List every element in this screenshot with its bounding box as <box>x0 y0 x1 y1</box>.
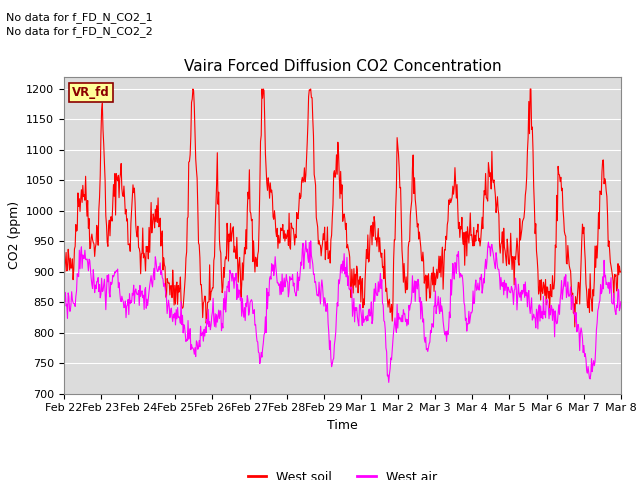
Text: No data for f_FD_N_CO2_1: No data for f_FD_N_CO2_1 <box>6 12 153 23</box>
Text: VR_fd: VR_fd <box>72 86 110 99</box>
X-axis label: Time: Time <box>327 419 358 432</box>
Legend: West soil, West air: West soil, West air <box>243 466 442 480</box>
Text: No data for f_FD_N_CO2_2: No data for f_FD_N_CO2_2 <box>6 26 153 37</box>
Y-axis label: CO2 (ppm): CO2 (ppm) <box>8 201 20 269</box>
Title: Vaira Forced Diffusion CO2 Concentration: Vaira Forced Diffusion CO2 Concentration <box>184 59 501 74</box>
